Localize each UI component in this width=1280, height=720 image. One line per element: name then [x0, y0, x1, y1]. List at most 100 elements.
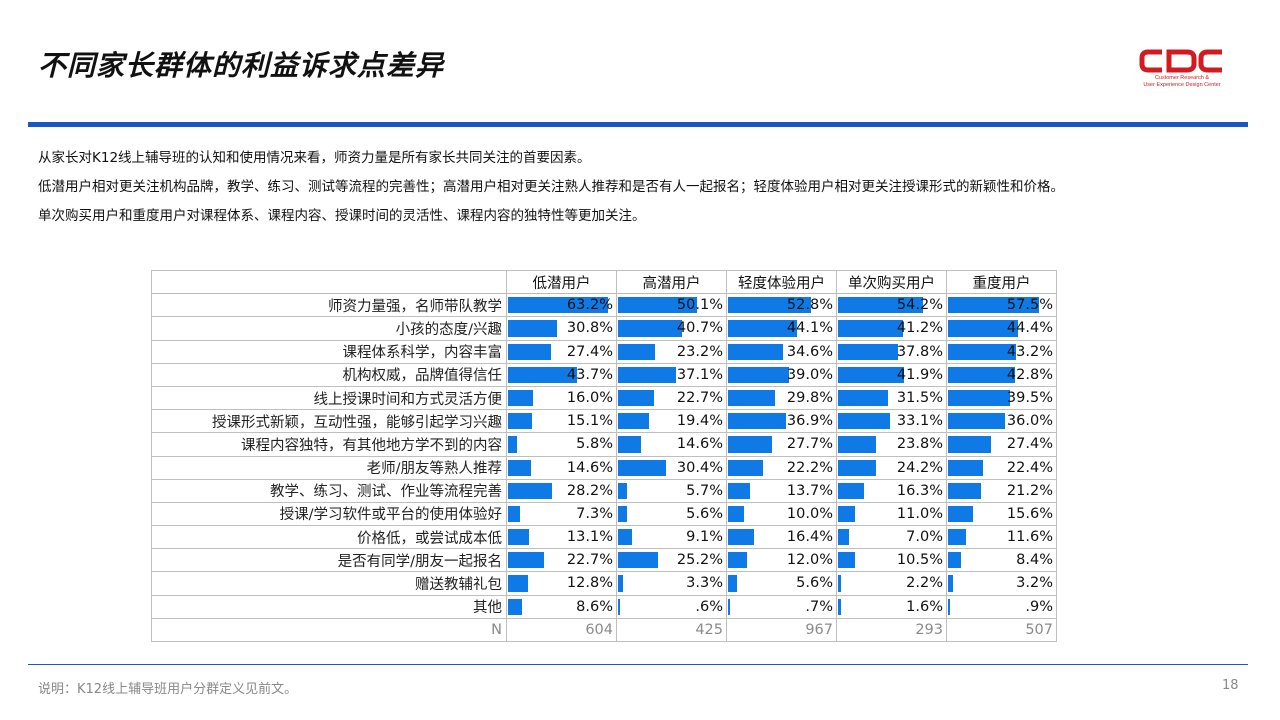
bar	[508, 436, 518, 453]
data-label: 11.6%	[1006, 529, 1053, 546]
bar	[728, 552, 747, 569]
bar	[728, 459, 763, 476]
row-label: 授课形式新颖，互动性强，能够引起学习兴趣	[151, 409, 507, 434]
bar	[728, 320, 798, 337]
value-cell: 37.8%	[836, 339, 947, 364]
bar	[838, 529, 850, 546]
value-cell: 50.1%	[616, 293, 727, 318]
bar	[618, 389, 654, 407]
value-cell: 40.7%	[616, 316, 727, 341]
bar	[508, 297, 608, 314]
value-cell: 8.4%	[946, 548, 1057, 573]
data-label: 37.8%	[896, 343, 943, 360]
bar	[508, 529, 529, 546]
data-label: 31.5%	[896, 389, 943, 406]
bar	[948, 505, 973, 523]
description: 从家长对K12线上辅导班的认知和使用情况来看，师资力量是所有家长共同关注的首要因…	[38, 144, 1064, 231]
column-header: 轻度体验用户	[726, 269, 837, 295]
bar	[618, 598, 620, 615]
sample-size-label: N	[151, 617, 507, 643]
table-header-row: 低潜用户 高潜用户 轻度体验用户 单次购买用户 重度用户	[151, 269, 1057, 295]
value-cell: 22.7%	[506, 548, 617, 573]
row-label: 赠送教辅礼包	[151, 571, 507, 596]
bar	[728, 575, 737, 592]
value-cell: .9%	[946, 594, 1057, 619]
value-cell: 43.7%	[506, 362, 617, 387]
description-line-3: 单次购买用户和重度用户对课程体系、课程内容、授课时间的灵活性、课程内容的独特性等…	[38, 208, 646, 224]
data-label: 5.8%	[576, 436, 613, 453]
bar	[618, 297, 697, 314]
value-cell: 7.3%	[506, 501, 617, 527]
data-label: 3.3%	[686, 575, 723, 592]
data-label: 50.1%	[676, 297, 723, 314]
data-label: 15.1%	[566, 413, 613, 430]
value-cell: 15.1%	[506, 409, 617, 434]
value-cell: 23.2%	[616, 339, 727, 364]
row-label: 线上授课时间和方式灵活方便	[151, 385, 507, 411]
column-header: 高潜用户	[616, 269, 727, 295]
value-cell: 12.0%	[726, 548, 837, 573]
value-cell: 12.8%	[506, 571, 617, 596]
column-header: 单次购买用户	[836, 269, 947, 295]
bar	[838, 436, 876, 453]
data-label: 37.1%	[676, 366, 723, 383]
data-label: 10.0%	[786, 505, 833, 522]
data-label: 2.2%	[906, 575, 943, 592]
table-row: 课程内容独特，有其他地方学不到的内容 5.8% 14.6% 27.7% 23.8% 27.…	[151, 432, 1057, 457]
value-cell: 22.2%	[726, 455, 837, 480]
bar	[838, 366, 905, 383]
row-label: 授课/学习软件或平台的使用体验好	[151, 501, 507, 527]
value-cell: 7.0%	[836, 525, 947, 550]
value-cell: 36.9%	[726, 409, 837, 434]
value-cell: 9.1%	[616, 525, 727, 550]
data-label: 14.6%	[566, 459, 613, 476]
row-label: 价格低，或尝试成本低	[151, 525, 507, 550]
table-row: 小孩的态度/兴趣 30.8% 40.7% 44.1% 41.2% 44.4%	[151, 316, 1057, 341]
sample-size-value: 293	[836, 617, 947, 643]
bar	[728, 343, 783, 360]
data-label: 23.8%	[896, 436, 943, 453]
bar	[508, 575, 529, 592]
data-label: 12.8%	[566, 575, 613, 592]
data-label: 19.4%	[676, 413, 723, 430]
bar	[618, 366, 677, 383]
bar	[618, 575, 624, 592]
value-cell: 30.8%	[506, 316, 617, 341]
footnote: 说明：K12线上辅导班用户分群定义见前文。	[38, 682, 298, 697]
bar	[948, 320, 1018, 337]
data-label: 10.5%	[896, 552, 943, 569]
row-label: 机构权威，品牌值得信任	[151, 362, 507, 387]
bar	[728, 366, 790, 383]
data-label: 8.4%	[1016, 552, 1053, 569]
value-cell: .6%	[616, 594, 727, 619]
data-label: 8.6%	[576, 598, 613, 615]
row-label: 课程体系科学，内容丰富	[151, 339, 507, 364]
data-label: 13.7%	[786, 482, 833, 499]
data-label: 22.7%	[566, 552, 613, 569]
value-cell: 16.0%	[506, 385, 617, 411]
data-label: 30.4%	[676, 459, 723, 476]
table-row: 线上授课时间和方式灵活方便 16.0% 22.7% 29.8% 31.5% 39.5%	[151, 385, 1057, 411]
bar	[838, 505, 856, 523]
bar	[838, 320, 903, 337]
value-cell: 10.5%	[836, 548, 947, 573]
value-cell: 34.6%	[726, 339, 837, 364]
cdc-logo-mark	[1139, 49, 1222, 73]
value-cell: 25.2%	[616, 548, 727, 573]
description-line-1: 从家长对K12线上辅导班的认知和使用情况来看，师资力量是所有家长共同关注的首要因…	[38, 150, 591, 166]
data-label: 43.2%	[1006, 343, 1053, 360]
page-title: 不同家长群体的利益诉求点差异	[38, 49, 445, 82]
bar	[948, 343, 1017, 360]
table-row: 授课/学习软件或平台的使用体验好 7.3% 5.6% 10.0% 11.0% 15.6%	[151, 501, 1057, 527]
bar	[508, 482, 553, 499]
data-label: 54.2%	[896, 297, 943, 314]
data-label: 7.0%	[906, 529, 943, 546]
bar	[618, 413, 649, 430]
data-label: 7.3%	[576, 505, 613, 522]
row-label: 课程内容独特，有其他地方学不到的内容	[151, 432, 507, 457]
bar	[838, 459, 877, 476]
data-label: 41.2%	[896, 320, 943, 337]
page-number: 18	[1222, 678, 1239, 693]
bar	[948, 366, 1016, 383]
bar	[838, 575, 842, 592]
